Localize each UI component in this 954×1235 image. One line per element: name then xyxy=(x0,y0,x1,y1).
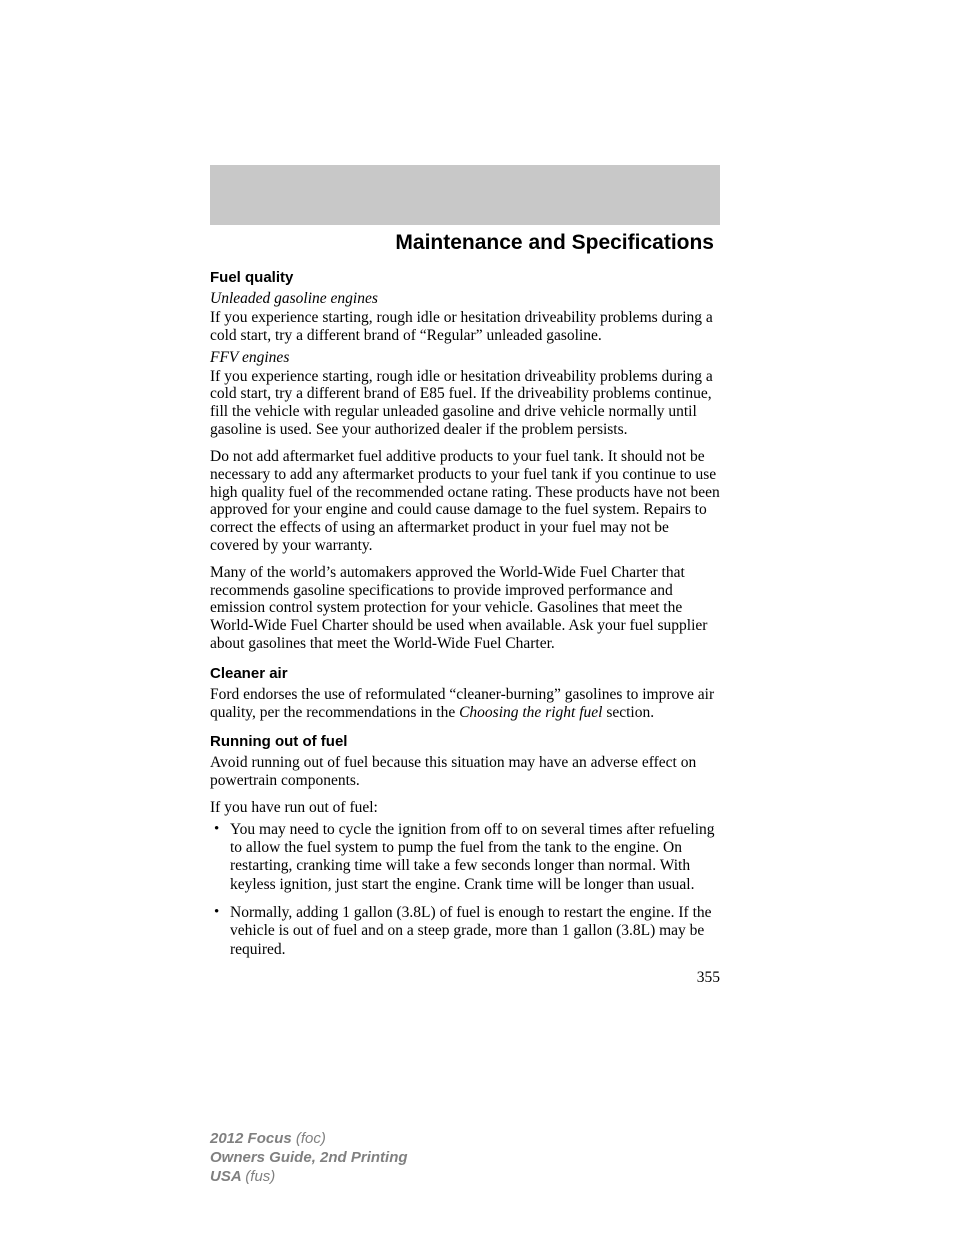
section-heading-running-out: Running out of fuel xyxy=(210,733,720,750)
paragraph: If you experience starting, rough idle o… xyxy=(210,368,720,439)
section-heading-fuel-quality: Fuel quality xyxy=(210,269,720,286)
chapter-title: Maintenance and Specifications xyxy=(210,231,720,255)
subheading-ffv: FFV engines xyxy=(210,349,720,367)
header-gray-block xyxy=(210,165,720,225)
paragraph: If you experience starting, rough idle o… xyxy=(210,309,720,345)
paragraph: Ford endorses the use of reformulated “c… xyxy=(210,686,720,722)
page-content: Fuel quality Unleaded gasoline engines I… xyxy=(210,269,720,987)
text-run-italic: (foc) xyxy=(296,1130,326,1147)
footer-line: 2012 Focus (foc) xyxy=(210,1130,720,1149)
paragraph: Do not add aftermarket fuel additive pro… xyxy=(210,448,720,555)
list-item: Normally, adding 1 gallon (3.8L) of fuel… xyxy=(210,904,720,959)
paragraph: Avoid running out of fuel because this s… xyxy=(210,754,720,790)
subheading-unleaded: Unleaded gasoline engines xyxy=(210,290,720,308)
list-item: You may need to cycle the ignition from … xyxy=(210,821,720,894)
text-run: section. xyxy=(602,704,654,721)
paragraph: If you have run out of fuel: xyxy=(210,799,720,817)
paragraph: Many of the world’s automakers approved … xyxy=(210,564,720,653)
section-heading-cleaner-air: Cleaner air xyxy=(210,665,720,682)
text-run-bold-italic: 2012 Focus xyxy=(210,1130,296,1147)
footer-line: Owners Guide, 2nd Printing xyxy=(210,1149,720,1168)
text-run-bold-italic: USA xyxy=(210,1168,245,1185)
footer-line: USA (fus) xyxy=(210,1168,720,1187)
footer: 2012 Focus (foc) Owners Guide, 2nd Print… xyxy=(210,1130,720,1186)
text-run-italic: Choosing the right fuel xyxy=(459,704,602,721)
page-number: 355 xyxy=(210,969,720,987)
text-run-italic: (fus) xyxy=(245,1168,275,1185)
bullet-list: You may need to cycle the ignition from … xyxy=(210,821,720,959)
